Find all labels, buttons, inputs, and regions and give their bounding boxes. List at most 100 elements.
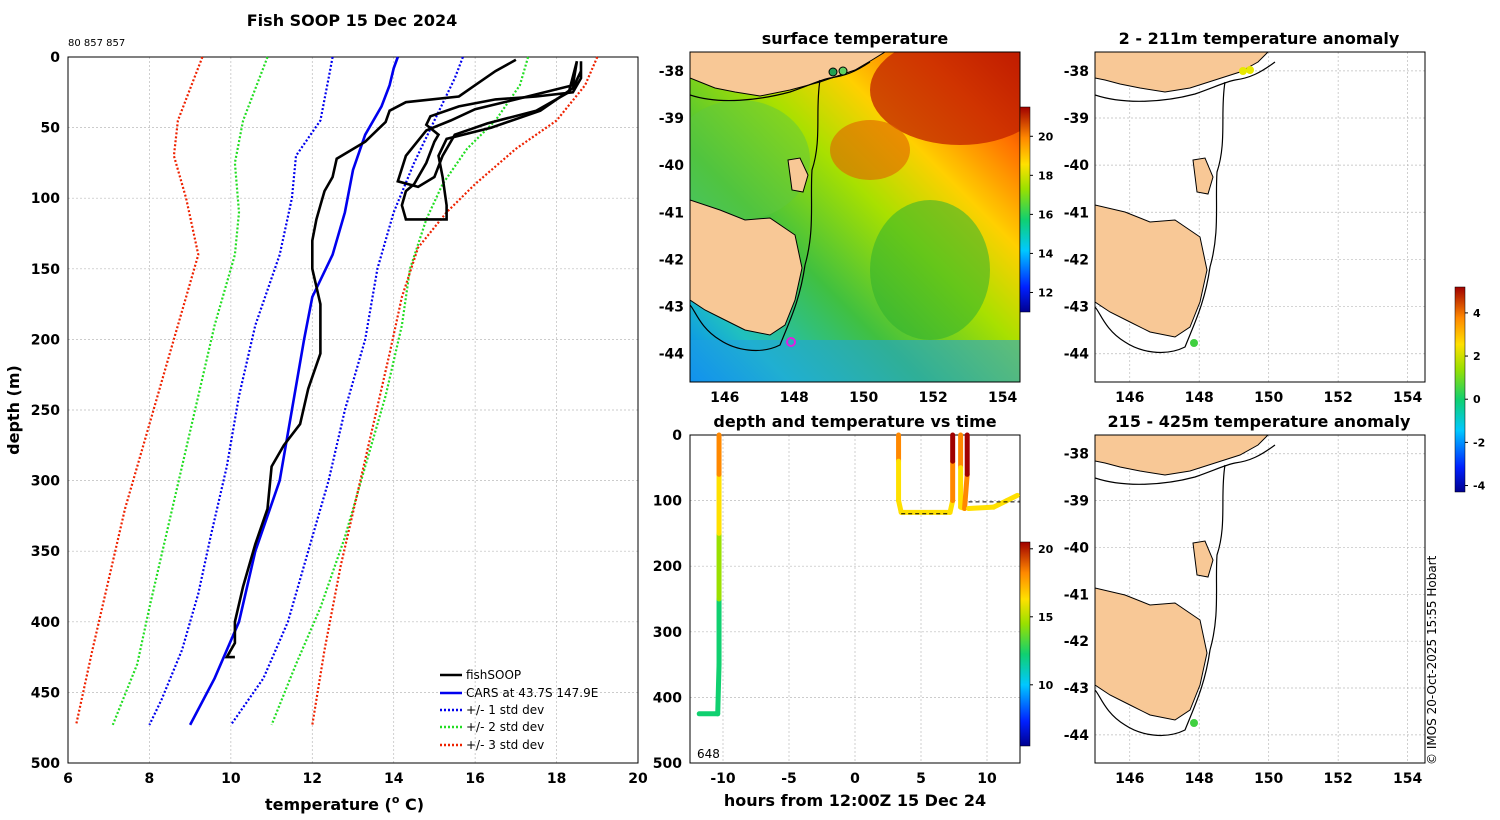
- colorbar-tick-label: 20: [1038, 543, 1054, 556]
- sst-eddy: [830, 120, 910, 180]
- colorbar-tick-label: 18: [1038, 169, 1053, 182]
- colorbar-tick-label: 0: [1473, 393, 1481, 406]
- map-y-tick-label: -40: [659, 158, 685, 174]
- anomaly-colorbar-ticks: 4 2 0 -2 -4: [1465, 307, 1486, 493]
- map-x-tick-label: 152: [1324, 390, 1353, 406]
- time-trace-segment: [966, 504, 997, 511]
- map-y-tick-label: -44: [659, 347, 685, 363]
- time-trace-segment: [962, 471, 970, 511]
- map-x-tick-label: 150: [849, 390, 878, 406]
- sst-profile-location: [786, 337, 796, 347]
- profile-y-tick-label: 350: [31, 544, 60, 560]
- sst-tasmania: [690, 199, 803, 336]
- time-y-tick-label: 200: [653, 559, 682, 575]
- sst-title: surface temperature: [762, 29, 949, 48]
- map-x-tick-label: 154: [1393, 390, 1422, 406]
- map-x-tick-label: 150: [1254, 771, 1283, 787]
- map-x-tick-label: 154: [1393, 771, 1422, 787]
- colorbar-tick-label: -2: [1473, 436, 1485, 449]
- profile-y-tick-label: 450: [31, 685, 60, 701]
- time-panel: depth and temperature vs time -10 -5 0 5 100…: [653, 412, 1054, 810]
- anomaly-shallow-tasmania: [1095, 204, 1208, 338]
- profile-title: Fish SOOP 15 Dec 2024: [247, 11, 457, 30]
- sst-200m-isobath: [690, 61, 871, 351]
- sst-ticks: 146 148 150 152 154 -38 -39 -40 -41 -42 -43 -44: [659, 64, 1018, 406]
- map-y-tick-label: -44: [1064, 347, 1090, 363]
- anomaly-shallow-mainland: [1095, 52, 1269, 93]
- map-x-tick-label: 146: [1115, 771, 1144, 787]
- legend-label-cars: CARS at 43.7S 147.9E: [466, 686, 598, 700]
- time-y-tick-label: 100: [653, 494, 682, 510]
- profile-series-line: [400, 61, 583, 221]
- anomaly-deep-title: 215 - 425m temperature anomaly: [1108, 412, 1411, 431]
- profile-series-line: [75, 56, 204, 726]
- profile-y-tick-label: 0: [50, 50, 60, 66]
- sst-warm-core: [870, 52, 1020, 145]
- legend-label-fishsoop: fishSOOP: [466, 668, 521, 682]
- anomaly-shallow-flinders-island: [1192, 157, 1214, 195]
- colorbar-tick-label: 4: [1473, 307, 1481, 320]
- map-y-tick-label: -39: [1064, 494, 1089, 510]
- colorbar-tick-label: 14: [1038, 247, 1054, 260]
- anomaly-shallow-marker-b: [1246, 66, 1254, 74]
- colorbar-tick-label: 12: [1038, 286, 1053, 299]
- credit-text: © IMOS 20-Oct-2025 15:55 Hobart: [1425, 555, 1439, 765]
- colorbar-tick-label: 15: [1038, 611, 1053, 624]
- anomaly-deep-tasmania: [1095, 587, 1208, 721]
- anomaly-shallow-panel: 2 - 211m temperature anomaly 146 148 150 15…: [1064, 29, 1426, 406]
- anomaly-shallow-axes-box: [1094, 51, 1426, 383]
- sst-southern-water: [690, 340, 1020, 382]
- map-y-tick-label: -41: [659, 205, 684, 221]
- time-y-tick-label: 0: [672, 428, 682, 444]
- profile-axes-box: [67, 56, 639, 764]
- time-traces: [696, 432, 1020, 717]
- map-y-tick-label: -41: [1064, 587, 1089, 603]
- profile-y-tick-label: 500: [31, 756, 60, 772]
- profile-x-tick-label: 6: [63, 771, 73, 787]
- sst-field: [690, 52, 1020, 382]
- colorbar-tick-label: 2: [1473, 350, 1481, 363]
- map-x-tick-label: 146: [1115, 390, 1144, 406]
- profile-series-line: [396, 60, 579, 189]
- time-x-tick-label: -10: [710, 771, 736, 787]
- time-y-tick-label: 400: [653, 690, 682, 706]
- map-y-tick-label: -43: [1064, 681, 1089, 697]
- profile-series-line: [148, 56, 334, 726]
- map-y-tick-label: -43: [659, 300, 684, 316]
- colorbar-tick-label: 16: [1038, 208, 1054, 221]
- time-grid: [690, 434, 1020, 764]
- profile-ticks: 6 8 10 12 14 16 18 2005010015020025030035040045…: [31, 50, 648, 787]
- sst-mainland: [690, 52, 886, 97]
- profile-y-label: depth (m): [4, 365, 23, 455]
- map-y-tick-label: -41: [1064, 205, 1089, 221]
- map-y-tick-label: -39: [659, 111, 684, 127]
- map-x-tick-label: 150: [1254, 390, 1283, 406]
- map-x-tick-label: 146: [710, 390, 739, 406]
- profile-x-tick-label: 14: [384, 771, 404, 787]
- map-y-tick-label: -43: [1064, 300, 1089, 316]
- profile-series: [75, 56, 599, 726]
- profile-x-tick-label: 12: [303, 771, 322, 787]
- map-x-tick-label: 152: [919, 390, 948, 406]
- profile-x-tick-label: 18: [547, 771, 566, 787]
- legend-label-1std: +/- 1 std dev: [466, 703, 544, 717]
- profile-x-tick-label: 10: [221, 771, 241, 787]
- time-annotation: 648: [697, 747, 720, 761]
- anomaly-deep-panel: 215 - 425m temperature anomaly 146 148 150…: [1064, 412, 1426, 787]
- map-y-tick-label: -39: [1064, 111, 1089, 127]
- map-y-tick-label: -38: [659, 64, 684, 80]
- legend-label-2std: +/- 2 std dev: [466, 720, 544, 734]
- anomaly-shallow-marker-c: [1190, 339, 1198, 347]
- time-trace-segment: [715, 662, 722, 717]
- time-x-label: hours from 12:00Z 15 Dec 24: [724, 791, 986, 810]
- time-colorbar: [1019, 541, 1031, 747]
- profile-y-tick-label: 200: [31, 332, 60, 348]
- time-y-tick-label: 300: [653, 625, 682, 641]
- colorbar-tick-label: 10: [1038, 679, 1054, 692]
- profile-series-line: [229, 56, 464, 726]
- time-x-tick-label: 5: [916, 771, 926, 787]
- map-y-tick-label: -38: [1064, 64, 1089, 80]
- map-x-tick-label: 148: [1185, 390, 1214, 406]
- time-x-tick-label: -5: [781, 771, 797, 787]
- legend-label-3std: +/- 3 std dev: [466, 738, 544, 752]
